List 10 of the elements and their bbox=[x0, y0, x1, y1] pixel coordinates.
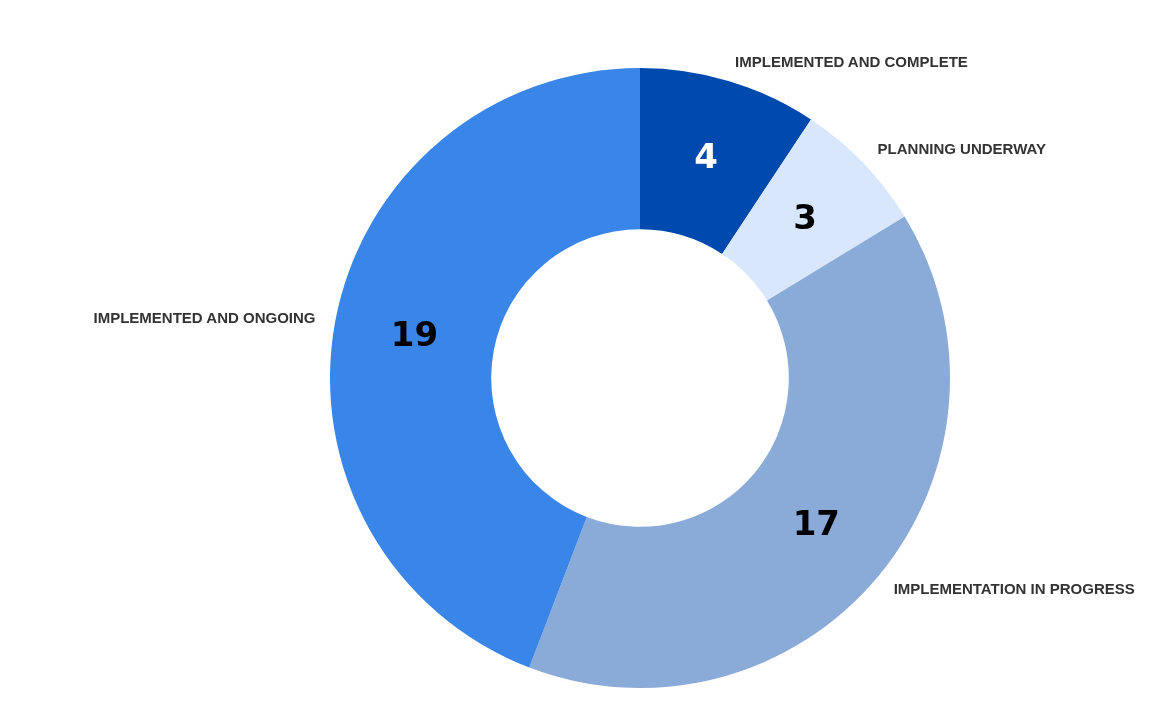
data-label: 4 bbox=[694, 136, 718, 177]
donut-slice bbox=[330, 68, 640, 668]
donut-slice bbox=[640, 68, 812, 254]
slice-label: IMPLEMENTED AND ONGOING bbox=[93, 309, 316, 327]
data-label: 3 bbox=[793, 196, 817, 237]
data-label: 19 bbox=[390, 314, 439, 355]
slice-label: PLANNING UNDERWAY bbox=[877, 139, 1046, 157]
slice-label: IMPLEMENTED AND COMPLETE bbox=[735, 52, 968, 70]
data-label: 17 bbox=[792, 502, 840, 543]
slice-label: IMPLEMENTATION IN PROGRESS bbox=[893, 580, 1135, 598]
